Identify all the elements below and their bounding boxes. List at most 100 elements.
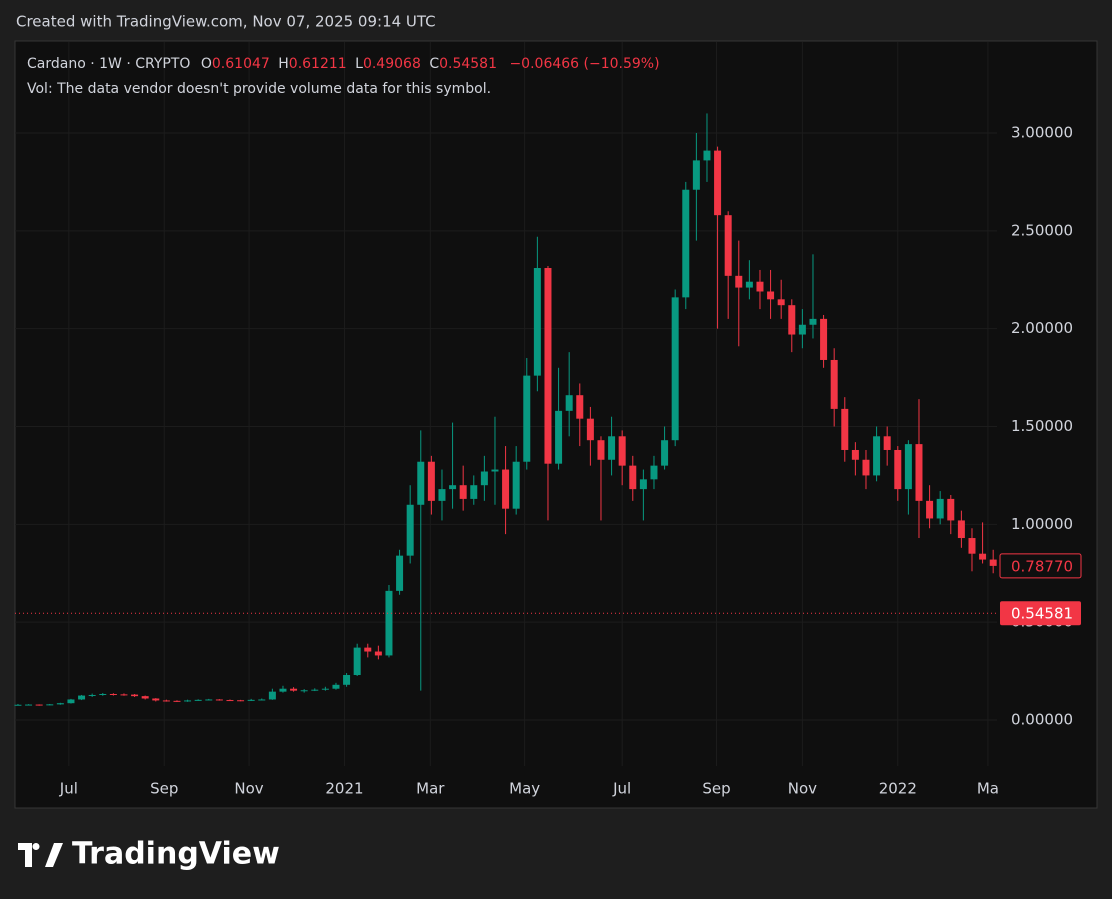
candle-body [894, 449, 902, 490]
candle-body [25, 704, 33, 706]
candle-body [78, 695, 86, 700]
candle-body [671, 297, 679, 441]
ohlc-label: H [278, 56, 289, 72]
candle-body [99, 693, 107, 695]
candle-body [777, 299, 785, 306]
candle-body [714, 150, 722, 216]
candle-body [597, 440, 605, 460]
candle-body [724, 215, 732, 276]
logo: TradingView [18, 837, 280, 872]
brand: TradingView [72, 837, 280, 872]
candle-body [820, 318, 828, 360]
last-close-box [999, 553, 1082, 579]
candle-body [173, 700, 181, 702]
candle-body [449, 485, 457, 490]
candle-body [523, 375, 531, 462]
candle-body [141, 696, 149, 699]
current-price-box [1000, 601, 1081, 626]
page-header: Created with TradingView.com, Nov 07, 20… [16, 13, 436, 31]
candle-body [862, 459, 870, 476]
plot-area: Jul Sep Nov 2021 Mar May Jul Sep Nov 2022 Ma 0.0000… [14, 42, 1082, 798]
candle-body [926, 500, 934, 519]
chart-subtitle: Vol: The data vendor doesn't provide vol… [27, 81, 491, 97]
candle-body [989, 559, 997, 566]
ohlc-label: L [355, 56, 363, 72]
candle-body [396, 555, 404, 591]
candle-body [957, 520, 965, 539]
x-tick-label: 2021 [325, 780, 363, 798]
candle-body [226, 700, 234, 702]
candle-body [915, 444, 923, 501]
candle-body [311, 689, 319, 691]
candle-body [703, 150, 711, 161]
candle-body [851, 449, 859, 460]
y-tick-label: 2.00000 [1011, 319, 1073, 337]
candle-body [788, 305, 796, 335]
candle-body [438, 489, 446, 501]
x-tick-label: Ma [977, 780, 999, 798]
candle-body [300, 690, 308, 692]
candle-body [374, 651, 382, 656]
y-tick-label: 1.00000 [1011, 515, 1073, 533]
candle-body [279, 688, 287, 692]
chart-header: Cardano · 1W · CRYPTO O0.61047 H0.61211 … [27, 56, 660, 72]
candle-body [936, 498, 944, 519]
x-tick-label: Sep [150, 780, 178, 798]
candle-body [491, 469, 499, 472]
ohlc-value: 0.61211 [289, 56, 347, 72]
ohlc-value: 0.54581 [439, 56, 497, 72]
x-tick-label: 2022 [879, 780, 917, 798]
candle-body [120, 694, 128, 696]
candle-body [512, 461, 520, 509]
candle-body [14, 704, 22, 706]
candle-body [968, 538, 976, 554]
y-tick-label: 1.50000 [1011, 417, 1073, 435]
candle-body [883, 436, 891, 450]
candle-body [427, 461, 435, 501]
change: −0.06466 (−10.59%) [509, 56, 659, 72]
candle-body [332, 684, 340, 689]
candle-body [650, 465, 658, 480]
candle-body [565, 395, 573, 411]
x-tick-label: Nov [234, 780, 263, 798]
y-tick-label: 3.00000 [1011, 123, 1073, 141]
candle-body [873, 436, 881, 476]
candle-body [321, 688, 329, 690]
candle-body [809, 318, 817, 325]
candle-body [268, 691, 276, 700]
candle-body [343, 675, 351, 685]
candle-body [480, 471, 488, 486]
candle-body [353, 647, 361, 676]
x-tick-label: May [509, 780, 540, 798]
ohlc-value: 0.61047 [212, 56, 270, 72]
x-tick-label: Jul [59, 780, 78, 798]
candle-body [576, 395, 584, 419]
candle-body [67, 699, 75, 704]
ohlc-label: O [201, 56, 212, 72]
candle-body [184, 700, 192, 702]
candle-body [767, 291, 775, 300]
candle-body [109, 693, 117, 695]
candle-body [290, 688, 298, 691]
chart-title: Cardano · 1W · CRYPTO [27, 56, 190, 72]
candle-body [502, 469, 510, 509]
candle-body [237, 700, 245, 702]
candle-body [904, 444, 912, 490]
candle-body [586, 418, 594, 441]
candle-body [555, 410, 563, 464]
candle-body [131, 694, 139, 697]
current-price-label: 0.54581 [1011, 605, 1073, 623]
candle-body [385, 590, 393, 656]
candle-body [215, 699, 223, 701]
candle-body [830, 359, 838, 409]
candle-body [756, 281, 764, 292]
candle-body [194, 699, 202, 701]
candle-body [745, 281, 753, 288]
candle-body [35, 704, 43, 706]
y-tick-label: 0.00000 [1011, 711, 1073, 729]
candle-body [406, 504, 414, 556]
candle-body [258, 699, 266, 701]
x-tick-label: Sep [702, 780, 730, 798]
candle-body [162, 700, 170, 702]
